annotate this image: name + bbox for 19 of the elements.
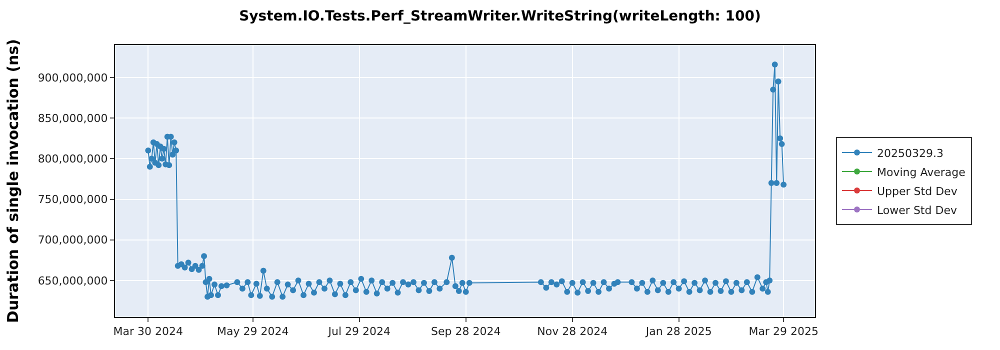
legend-label: Upper Std Dev: [877, 184, 958, 198]
y-tick-label: 650,000,000: [38, 274, 108, 288]
legend-label: Lower Std Dev: [877, 204, 958, 217]
x-tick-label: Mar 29 2025: [748, 325, 818, 338]
x-tick-label: Jul 29 2024: [327, 325, 391, 338]
x-tick-label: Sep 28 2024: [431, 325, 501, 338]
y-tick-label: 800,000,000: [38, 152, 108, 166]
y-tick-label: 750,000,000: [38, 193, 108, 206]
chart-title: System.IO.Tests.Perf_StreamWriter.WriteString(writeLength: 100): [239, 8, 761, 24]
legend-label: 20250329.3: [877, 146, 944, 160]
y-axis-title: Duration of single invocation (ns): [4, 39, 22, 323]
y-tick-label: 700,000,000: [38, 234, 108, 247]
legend-label: Moving Average: [877, 166, 966, 179]
x-tick-label: Mar 30 2024: [113, 325, 184, 338]
x-tick-label: May 29 2024: [217, 325, 289, 338]
y-tick-label: 900,000,000: [38, 71, 108, 84]
x-tick-label: Nov 28 2024: [537, 325, 608, 338]
x-tick-label: Jan 28 2025: [644, 325, 712, 338]
y-tick-label: 850,000,000: [38, 112, 108, 125]
